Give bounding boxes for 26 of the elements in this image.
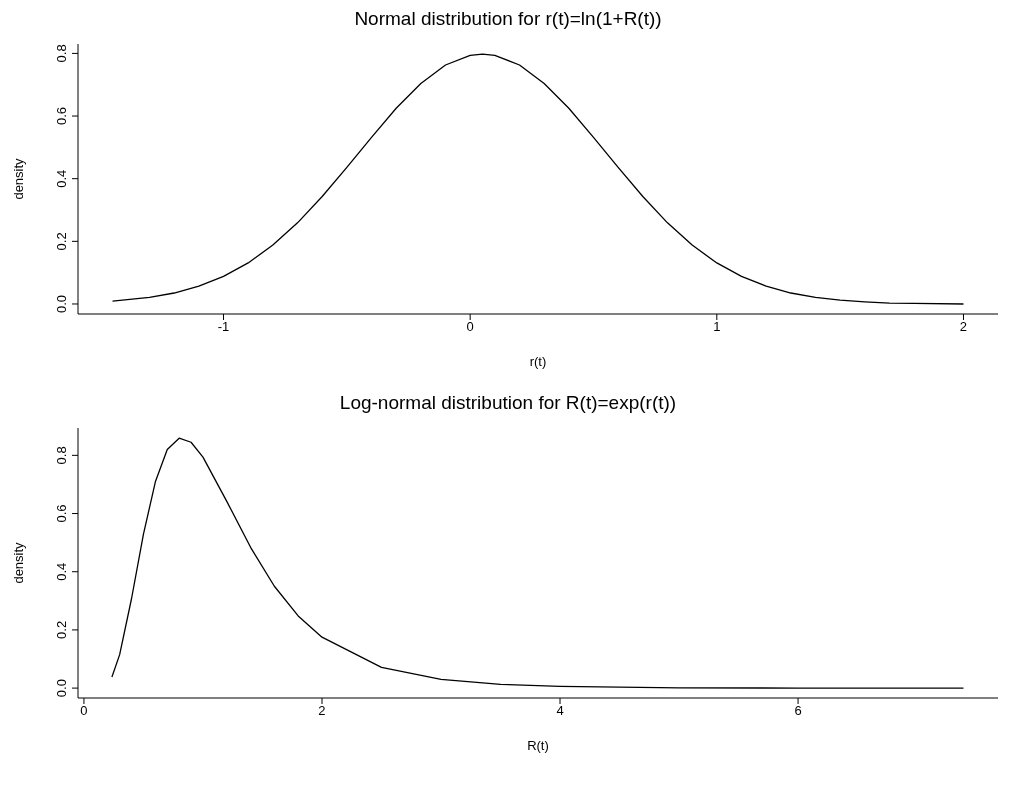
y-tick-label: 0.8 xyxy=(54,446,69,465)
x-axis-title: r(t) xyxy=(529,354,547,369)
x-tick-label: 0 xyxy=(80,703,88,719)
x-axis-title: R(t) xyxy=(527,738,549,753)
chart-title: Normal distribution for r(t)=ln(1+R(t)) xyxy=(353,8,663,31)
y-tick-label: 0.0 xyxy=(54,294,69,314)
y-tick-label: 0.2 xyxy=(54,620,69,639)
x-tick-label: 4 xyxy=(556,703,564,719)
x-tick-label: 1 xyxy=(713,319,721,335)
x-tick-label: -1 xyxy=(217,319,230,335)
y-axis-title: density xyxy=(10,157,26,200)
y-tick-label: 0.0 xyxy=(54,679,69,698)
x-tick-label: 2 xyxy=(959,319,968,335)
y-tick-label: 0.4 xyxy=(54,169,69,188)
line-series xyxy=(111,437,965,689)
line-series xyxy=(111,53,965,305)
chart-title: Log-normal distribution for R(t)=exp(r(t)) xyxy=(338,392,678,415)
x-tick-label: 2 xyxy=(318,703,326,719)
y-tick-label: 0.4 xyxy=(54,562,69,581)
x-tick-label: 0 xyxy=(466,319,474,335)
x-tick-label: 6 xyxy=(794,703,802,719)
y-tick-label: 0.6 xyxy=(54,107,69,126)
y-tick-label: 0.6 xyxy=(54,504,69,523)
y-axis-title: density xyxy=(10,541,26,584)
y-tick-label: 0.8 xyxy=(54,44,69,63)
y-tick-label: 0.2 xyxy=(54,232,69,251)
